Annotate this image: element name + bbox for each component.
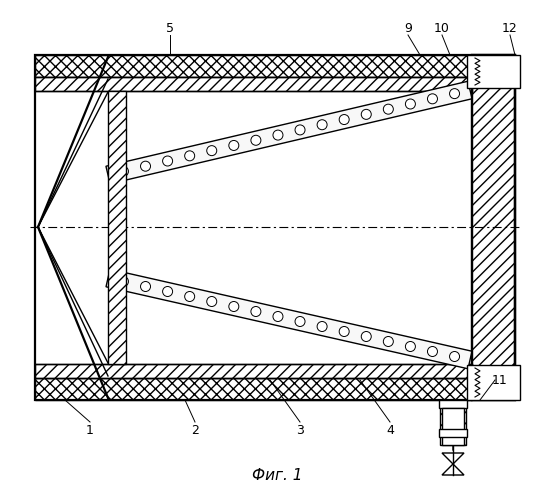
Circle shape (141, 161, 151, 171)
Bar (35, 77, 472, 91)
Circle shape (317, 120, 327, 130)
Text: 9: 9 (404, 22, 412, 35)
Bar (442, 408, 464, 445)
Bar (35, 378, 472, 400)
Circle shape (184, 151, 194, 161)
Circle shape (428, 94, 438, 104)
Circle shape (273, 130, 283, 140)
Text: 5: 5 (166, 22, 174, 35)
Circle shape (449, 352, 460, 362)
Circle shape (317, 322, 327, 332)
Circle shape (406, 342, 416, 351)
Circle shape (207, 296, 217, 306)
Circle shape (428, 346, 438, 356)
Circle shape (295, 125, 305, 135)
Polygon shape (106, 269, 472, 369)
Circle shape (229, 140, 239, 150)
Polygon shape (106, 81, 472, 184)
Circle shape (162, 286, 173, 296)
Circle shape (119, 276, 129, 286)
Circle shape (383, 336, 393, 346)
Bar (440, 400, 466, 445)
Circle shape (184, 292, 194, 302)
Circle shape (406, 99, 416, 109)
Bar (472, 55, 515, 400)
Text: 3: 3 (296, 424, 304, 436)
Circle shape (141, 282, 151, 292)
Text: Фиг. 1: Фиг. 1 (252, 468, 302, 482)
Bar (108, 91, 126, 364)
Text: 12: 12 (502, 22, 518, 35)
Text: 11: 11 (492, 374, 508, 386)
Text: 2: 2 (191, 424, 199, 436)
Bar (35, 364, 472, 378)
Text: 1: 1 (86, 424, 94, 436)
Circle shape (295, 316, 305, 326)
Bar (467, 365, 520, 400)
Bar (439, 429, 467, 437)
Circle shape (207, 146, 217, 156)
Circle shape (251, 306, 261, 316)
Circle shape (162, 156, 173, 166)
Circle shape (119, 166, 129, 176)
Circle shape (229, 302, 239, 312)
Bar (35, 55, 472, 77)
Circle shape (361, 110, 371, 120)
Circle shape (273, 312, 283, 322)
Bar (35, 55, 515, 400)
Circle shape (361, 332, 371, 342)
Bar (467, 55, 520, 88)
Circle shape (449, 88, 460, 99)
Circle shape (383, 104, 393, 114)
Text: 4: 4 (386, 424, 394, 436)
Circle shape (339, 114, 349, 124)
Text: 10: 10 (434, 22, 450, 35)
Bar (472, 55, 515, 400)
Bar (439, 400, 467, 408)
Circle shape (339, 326, 349, 336)
Circle shape (251, 136, 261, 145)
